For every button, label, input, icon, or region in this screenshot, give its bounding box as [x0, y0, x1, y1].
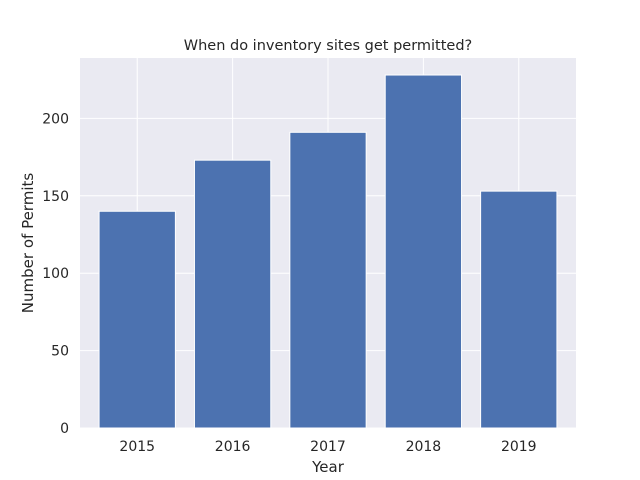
x-tick-label: 2019: [501, 439, 537, 455]
x-tick-label: 2016: [215, 439, 251, 455]
y-tick-label: 200: [42, 111, 69, 127]
bars: [98, 74, 558, 429]
y-tick-label: 150: [42, 189, 69, 205]
x-tick-label: 2017: [310, 439, 346, 455]
bar-2017: [289, 131, 367, 429]
y-tick-label: 50: [51, 344, 69, 360]
y-tick-labels: 0 50 100 150 200: [42, 111, 69, 437]
bar-2018: [384, 74, 463, 429]
chart-title: When do inventory sites get permitted?: [184, 38, 473, 54]
bar-2015: [98, 210, 176, 429]
y-tick-label: 100: [42, 266, 69, 282]
x-tick-labels: 2015 2016 2017 2018 2019: [119, 439, 536, 455]
y-tick-label: 0: [60, 421, 69, 437]
x-axis-title: Year: [311, 458, 345, 476]
x-tick-label: 2018: [406, 439, 442, 455]
bar-2016: [193, 159, 272, 429]
x-tick-label: 2015: [119, 439, 155, 455]
y-axis-title: Number of Permits: [19, 173, 37, 314]
bar-2019: [480, 190, 558, 429]
